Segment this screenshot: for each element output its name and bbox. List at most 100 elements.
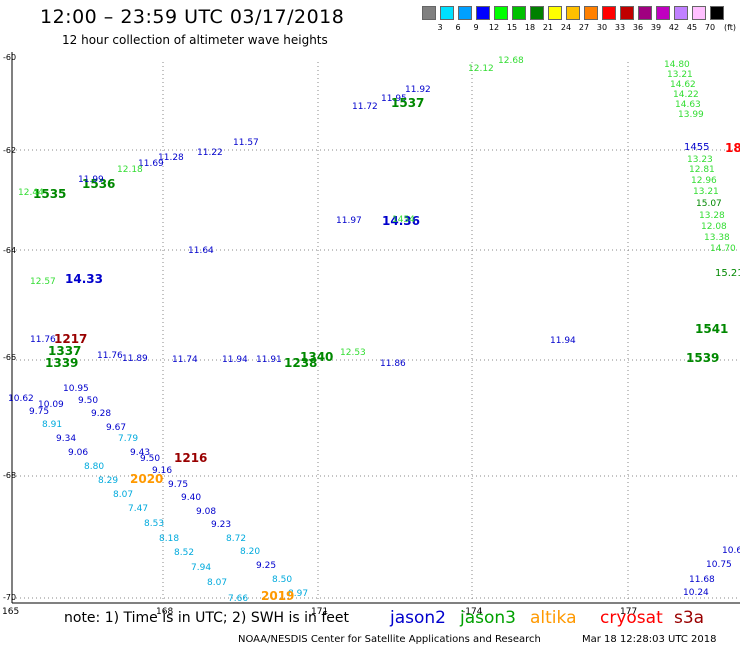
- wave-height-label: 1238: [284, 356, 317, 370]
- wave-height-label: 8.52: [174, 548, 194, 558]
- wave-height-label: 11.57: [233, 138, 259, 148]
- lat-label: -64: [3, 246, 16, 255]
- scale-swatch: [584, 6, 598, 20]
- wave-height-label: 14.22: [673, 90, 699, 100]
- wave-height-label: 11.97: [336, 216, 362, 226]
- wave-height-label: 8.07: [113, 490, 133, 500]
- wave-height-label: 15.07: [696, 199, 722, 209]
- wave-height-label: 12.57: [30, 277, 56, 287]
- wave-height-label: 9.43: [130, 448, 150, 458]
- wave-height-label: 1539: [686, 351, 719, 365]
- scale-label: 18: [524, 23, 536, 32]
- wave-height-label: 8.20: [240, 547, 260, 557]
- scale-label: 3: [437, 23, 443, 32]
- scale-label: 21: [542, 23, 554, 32]
- wave-height-label: 8.97: [288, 589, 308, 599]
- wave-height-label: 10.09: [38, 400, 64, 410]
- wave-height-label: 11.86: [380, 359, 406, 369]
- scale-swatch: [458, 6, 472, 20]
- wave-height-label: 14.80: [664, 60, 690, 70]
- scale-swatch: [476, 6, 490, 20]
- wave-height-label: 13.28: [699, 211, 725, 221]
- scale-label: 36: [632, 23, 644, 32]
- wave-height-label: 1337: [48, 344, 81, 358]
- wave-height-label: 10.6: [722, 546, 740, 556]
- legend-jason3: jason3: [460, 608, 516, 628]
- wave-height-label: 7.47: [128, 504, 148, 514]
- wave-height-label: 12.81: [689, 165, 715, 175]
- scale-label: 42: [668, 23, 680, 32]
- wave-height-label: 10.24: [683, 588, 709, 598]
- wave-height-label: 8.80: [84, 462, 104, 472]
- footer-credit: NOAA/NESDIS Center for Satellite Applica…: [238, 634, 541, 645]
- lat-label: -70: [3, 593, 16, 602]
- wave-height-label: 7.66: [228, 594, 248, 604]
- wave-height-label: 14.36: [382, 214, 420, 228]
- wave-height-label: 12.44: [18, 188, 44, 198]
- wave-height-label: 8.72: [226, 534, 246, 544]
- wave-height-label: 14.70: [710, 244, 736, 254]
- wave-height-label: 11.68: [689, 575, 715, 585]
- wave-height-label: 7.94: [191, 563, 211, 573]
- wave-height-label: 11.76: [97, 351, 123, 361]
- legend-cryosat: cryosat: [600, 608, 663, 628]
- wave-height-label: 1541: [695, 322, 728, 336]
- wave-height-label: 8.18: [159, 534, 179, 544]
- wave-height-label: 11.94: [222, 355, 248, 365]
- wave-height-label: 10.95: [63, 384, 89, 394]
- wave-height-label: 13.23: [687, 155, 713, 165]
- wave-height-label: 9.50: [78, 396, 98, 406]
- wave-height-label: 7.79: [118, 434, 138, 444]
- wave-height-label: 2020: [130, 472, 163, 486]
- scale-label: 45: [686, 23, 698, 32]
- wave-height-label: 8.91: [42, 420, 62, 430]
- scale-swatch: [710, 6, 724, 20]
- wave-height-label: 11.74: [172, 355, 198, 365]
- scale-label: 6: [455, 23, 461, 32]
- scale-label: 30: [596, 23, 608, 32]
- wave-height-label: 8.07: [207, 578, 227, 588]
- footnote: note: 1) Time is in UTC; 2) SWH is in fe…: [64, 610, 350, 626]
- legend-s3a: s3a: [674, 608, 705, 628]
- wave-height-label: 14.63: [675, 100, 701, 110]
- scale-swatch: [602, 6, 616, 20]
- scale-swatch: [530, 6, 544, 20]
- wave-height-label: 9.08: [196, 507, 216, 517]
- wave-height-label: 18: [725, 141, 740, 155]
- wave-height-label: 9.67: [106, 423, 126, 433]
- wave-height-label: 11.64: [188, 246, 214, 256]
- scale-swatch: [656, 6, 670, 20]
- wave-height-label: 1340: [300, 350, 333, 364]
- wave-height-label: 12.18: [117, 165, 143, 175]
- wave-height-label: 1339: [45, 356, 78, 370]
- wave-height-label: 11.91: [256, 355, 282, 365]
- lon-label: -174: [462, 607, 483, 617]
- wave-height-label: 8.53: [144, 519, 164, 529]
- wave-height-label: 13.21: [667, 70, 693, 80]
- page-title: 12:00 – 23:59 UTC 03/17/2018: [40, 6, 345, 28]
- lon-label: 168: [156, 607, 173, 617]
- wave-height-label: 9.75: [29, 407, 49, 417]
- wave-height-label: 9.28: [91, 409, 111, 419]
- lat-label: -66: [3, 353, 16, 362]
- wave-height-label: 11.99: [78, 175, 104, 185]
- wave-height-label: 9.50: [140, 454, 160, 464]
- wave-height-label: 11.22: [197, 148, 223, 158]
- wave-height-label: 14.33: [65, 272, 103, 286]
- wave-height-label: 1536: [82, 177, 115, 191]
- wave-height-label: 11.94: [550, 336, 576, 346]
- scale-label: 12: [488, 23, 500, 32]
- scale-swatch: [674, 6, 688, 20]
- wave-height-label: 12.68: [498, 56, 524, 66]
- scale-swatch: [548, 6, 562, 20]
- wave-height-label: 11.76: [30, 335, 56, 345]
- page-subtitle: 12 hour collection of altimeter wave hei…: [62, 33, 328, 47]
- scale-swatch: [422, 6, 436, 20]
- wave-height-label: 1216: [174, 451, 207, 465]
- scale-swatch: [620, 6, 634, 20]
- scale-swatch: [494, 6, 508, 20]
- wave-height-label: 13.21: [693, 187, 719, 197]
- lon-label: 177: [620, 607, 637, 617]
- wave-height-label: 1537: [391, 96, 424, 110]
